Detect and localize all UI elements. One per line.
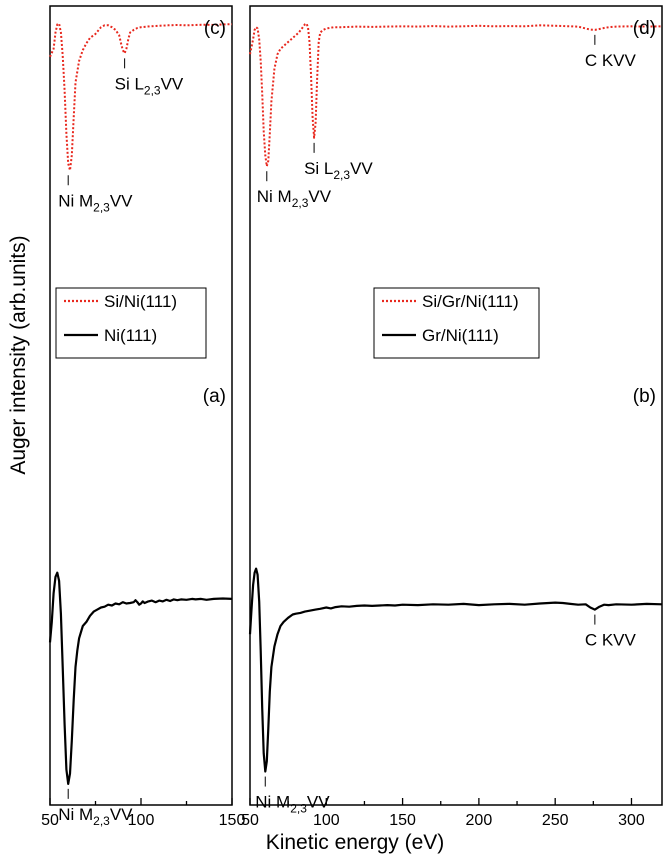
peak-label-suffix: VV: [307, 793, 330, 812]
right-plot: 50 100 150 200 250 300 (d) (b) Si/Gr/Ni(111) Gr/N…: [241, 5, 663, 829]
peak-label-main: Ni M: [58, 191, 93, 210]
legend-entry: Si/Ni(111): [104, 292, 177, 311]
peak-label-suffix: VV: [110, 805, 133, 824]
panel-letter: (c): [204, 18, 226, 39]
peak-label-main: Ni M: [255, 793, 290, 812]
y-axis-label: Auger intensity (arb.units): [7, 235, 30, 474]
x-tick-label: 150: [219, 812, 246, 829]
peak-label-main: Si L: [304, 159, 333, 178]
series-line: [249, 22, 663, 168]
peak-label: Ni M2,3VV: [255, 793, 330, 816]
peak-label-suffix: VV: [308, 187, 331, 206]
series-line: [48, 571, 233, 786]
x-tick-label: 250: [542, 812, 569, 829]
x-tick-label: 200: [466, 812, 493, 829]
peak-label-suffix: VV: [350, 159, 373, 178]
legend-box: [373, 287, 540, 359]
peak-label: Ni M2,3VV: [58, 805, 133, 828]
x-axis-label: Kinetic energy (eV): [266, 831, 445, 854]
plot-frame: [249, 5, 663, 806]
panel-letter: (b): [633, 386, 656, 407]
peak-label-subscript: 2,3: [93, 814, 110, 828]
peak-label-subscript: 2,3: [292, 196, 309, 210]
peak-label-main: Si L: [115, 74, 144, 93]
x-tick-label: 100: [128, 812, 155, 829]
legend-entry: Si/Gr/Ni(111): [422, 292, 519, 311]
peak-label: Si L2,3VV: [304, 159, 373, 182]
peak-label-subscript: 2,3: [333, 168, 350, 182]
peak-label: Ni M2,3VV: [58, 191, 133, 214]
peak-label: Si L2,3VV: [115, 74, 184, 97]
left-plot: 50 100 150(c)(a)Si/Ni(111)Ni(111)Si L2,3VV…: [41, 5, 246, 829]
panel-letter: (d): [633, 18, 656, 39]
x-tick-label: 300: [618, 812, 645, 829]
peak-label-subscript: 2,3: [290, 802, 307, 816]
legend-entry: Gr/Ni(111): [422, 326, 499, 345]
peak-label-main: C KVV: [585, 51, 637, 70]
x-tick-label: 50: [241, 812, 259, 829]
x-tick-label: 50: [41, 812, 59, 829]
series-line: [248, 567, 663, 773]
peak-label: C KVV: [585, 51, 637, 70]
legend-box: [55, 287, 207, 359]
series-line: [49, 22, 233, 172]
peak-label-subscript: 2,3: [93, 200, 110, 214]
peak-label-main: C KVV: [585, 631, 637, 650]
peak-label: Ni M2,3VV: [257, 187, 332, 210]
peak-label-suffix: VV: [161, 74, 184, 93]
peak-label-subscript: 2,3: [144, 83, 161, 97]
panel-letter: (a): [203, 386, 226, 407]
peak-label-suffix: VV: [110, 191, 133, 210]
x-tick-label: 100: [313, 812, 340, 829]
legend-entry: Ni(111): [104, 326, 157, 345]
x-tick-label: 150: [389, 812, 416, 829]
peak-label-main: Ni M: [257, 187, 292, 206]
peak-label: C KVV: [585, 631, 637, 650]
peak-label-main: Ni M: [58, 805, 93, 824]
